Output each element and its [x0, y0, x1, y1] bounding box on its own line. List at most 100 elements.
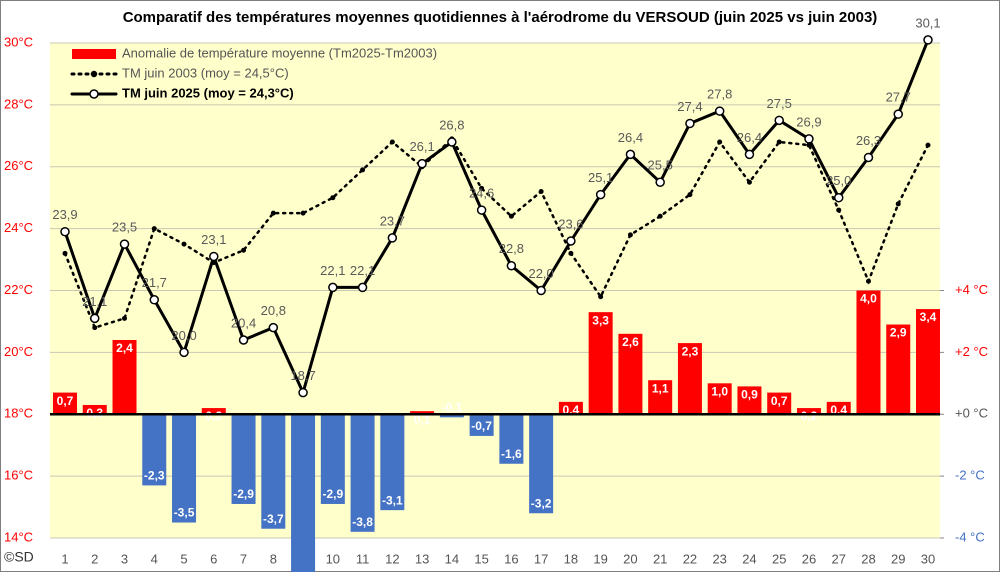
y2-tick-label: +0 °C: [955, 406, 988, 421]
bar: [499, 414, 524, 464]
legend-marker: [89, 89, 99, 99]
bar: [261, 414, 286, 529]
x-tick-label: 4: [151, 551, 158, 566]
point-value-label: 26,9: [796, 114, 821, 129]
marker: [476, 205, 487, 215]
bar-value-label: -2,9: [322, 487, 343, 501]
x-tick-label: 11: [356, 551, 370, 566]
marker: [714, 106, 725, 116]
bar-value-label: 1,1: [652, 381, 669, 395]
credit: ©SD: [4, 549, 34, 565]
bar: [588, 312, 613, 415]
x-tick-label: 18: [564, 551, 578, 566]
marker: [568, 250, 574, 256]
marker: [268, 322, 279, 333]
point-value-label: 26,4: [618, 130, 643, 145]
marker: [598, 294, 604, 300]
bar-value-label: -0,1: [442, 401, 463, 415]
marker: [566, 236, 576, 246]
y-tick-label: 22°C: [4, 282, 33, 297]
marker: [360, 167, 366, 173]
marker: [417, 158, 427, 169]
point-value-label: 27,7: [886, 90, 911, 105]
marker: [687, 192, 693, 198]
point-value-label: 22,0: [528, 266, 553, 281]
x-tick-label: 27: [831, 551, 845, 566]
point-value-label: 22,1: [350, 263, 375, 278]
point-value-label: 26,4: [737, 130, 762, 145]
bar-value-label: 0,1: [414, 412, 431, 426]
point-value-label: 27,5: [767, 96, 792, 111]
marker: [151, 226, 157, 232]
point-value-label: 20,4: [231, 315, 256, 330]
bar-value-label: -0,7: [471, 419, 492, 433]
bar: [172, 414, 197, 523]
x-tick-label: 19: [593, 551, 607, 566]
x-tick-label: 17: [534, 551, 548, 566]
point-value-label: 25,1: [588, 170, 613, 185]
x-tick-label: 6: [210, 551, 217, 566]
point-value-label: 20,0: [171, 328, 196, 343]
y-tick-label: 30°C: [4, 34, 33, 49]
marker: [863, 152, 874, 163]
marker: [92, 325, 98, 331]
point-value-label: 26,8: [439, 117, 464, 132]
x-tick-label: 7: [240, 551, 247, 566]
point-value-label: 26,3: [856, 133, 881, 148]
marker: [833, 192, 844, 203]
y-tick-label: 16°C: [4, 468, 33, 483]
bar-value-label: -2,9: [233, 487, 254, 501]
point-value-label: 21,1: [82, 294, 107, 309]
bar-value-label: 0,9: [741, 388, 758, 402]
line: [63, 136, 930, 330]
chart-title: Comparatif des températures moyennes quo…: [123, 9, 878, 26]
bar: [469, 414, 494, 436]
bar: [320, 414, 345, 504]
bar: [529, 414, 554, 514]
x-tick-label: 20: [623, 551, 637, 566]
bar-value-label: -3,7: [263, 512, 284, 526]
bar-value-label: 0,2: [205, 409, 222, 423]
marker: [595, 189, 606, 200]
bar-value-label: 0,2: [801, 409, 818, 423]
marker: [90, 313, 100, 324]
bar-value-label: -3,5: [174, 506, 195, 520]
marker: [717, 139, 723, 145]
x-tick-label: 16: [504, 551, 518, 566]
marker: [181, 241, 187, 247]
marker: [300, 210, 306, 216]
line: [63, 38, 930, 397]
bar-value-label: 2,3: [682, 344, 699, 358]
x-tick-label: 1: [61, 551, 68, 566]
x-tick-label: 14: [445, 551, 459, 566]
point-value-label: 23,5: [112, 220, 137, 235]
bar-value-label: -2,3: [144, 469, 165, 483]
y2-tick-label: -2 °C: [955, 468, 985, 483]
x-tick-label: 2: [91, 551, 98, 566]
marker: [836, 207, 842, 213]
legend-label: TM juin 2003 (moy = 24,5°C): [122, 65, 289, 80]
y-tick-label: 24°C: [4, 220, 33, 235]
bar-value-label: 2,9: [890, 326, 907, 340]
x-tick-label: 8: [270, 551, 277, 566]
x-tick-label: 13: [415, 551, 429, 566]
marker: [122, 315, 128, 321]
bar-value-label: 2,4: [116, 341, 133, 355]
bar-value-label: 3,3: [592, 313, 609, 327]
marker: [270, 210, 276, 216]
marker: [60, 226, 70, 237]
bar: [707, 383, 732, 415]
x-tick-label: 12: [385, 551, 399, 566]
point-value-label: 22,8: [499, 241, 524, 256]
bar: [410, 411, 435, 415]
marker: [179, 347, 189, 358]
bar: [767, 392, 792, 415]
point-value-label: 27,8: [707, 87, 732, 102]
x-tick-label: 28: [861, 551, 875, 566]
marker: [508, 213, 514, 219]
legend-swatch: [72, 49, 116, 59]
bar-value-label: -3,8: [352, 515, 373, 529]
marker: [893, 109, 903, 119]
marker: [328, 282, 338, 293]
bar: [201, 408, 226, 415]
